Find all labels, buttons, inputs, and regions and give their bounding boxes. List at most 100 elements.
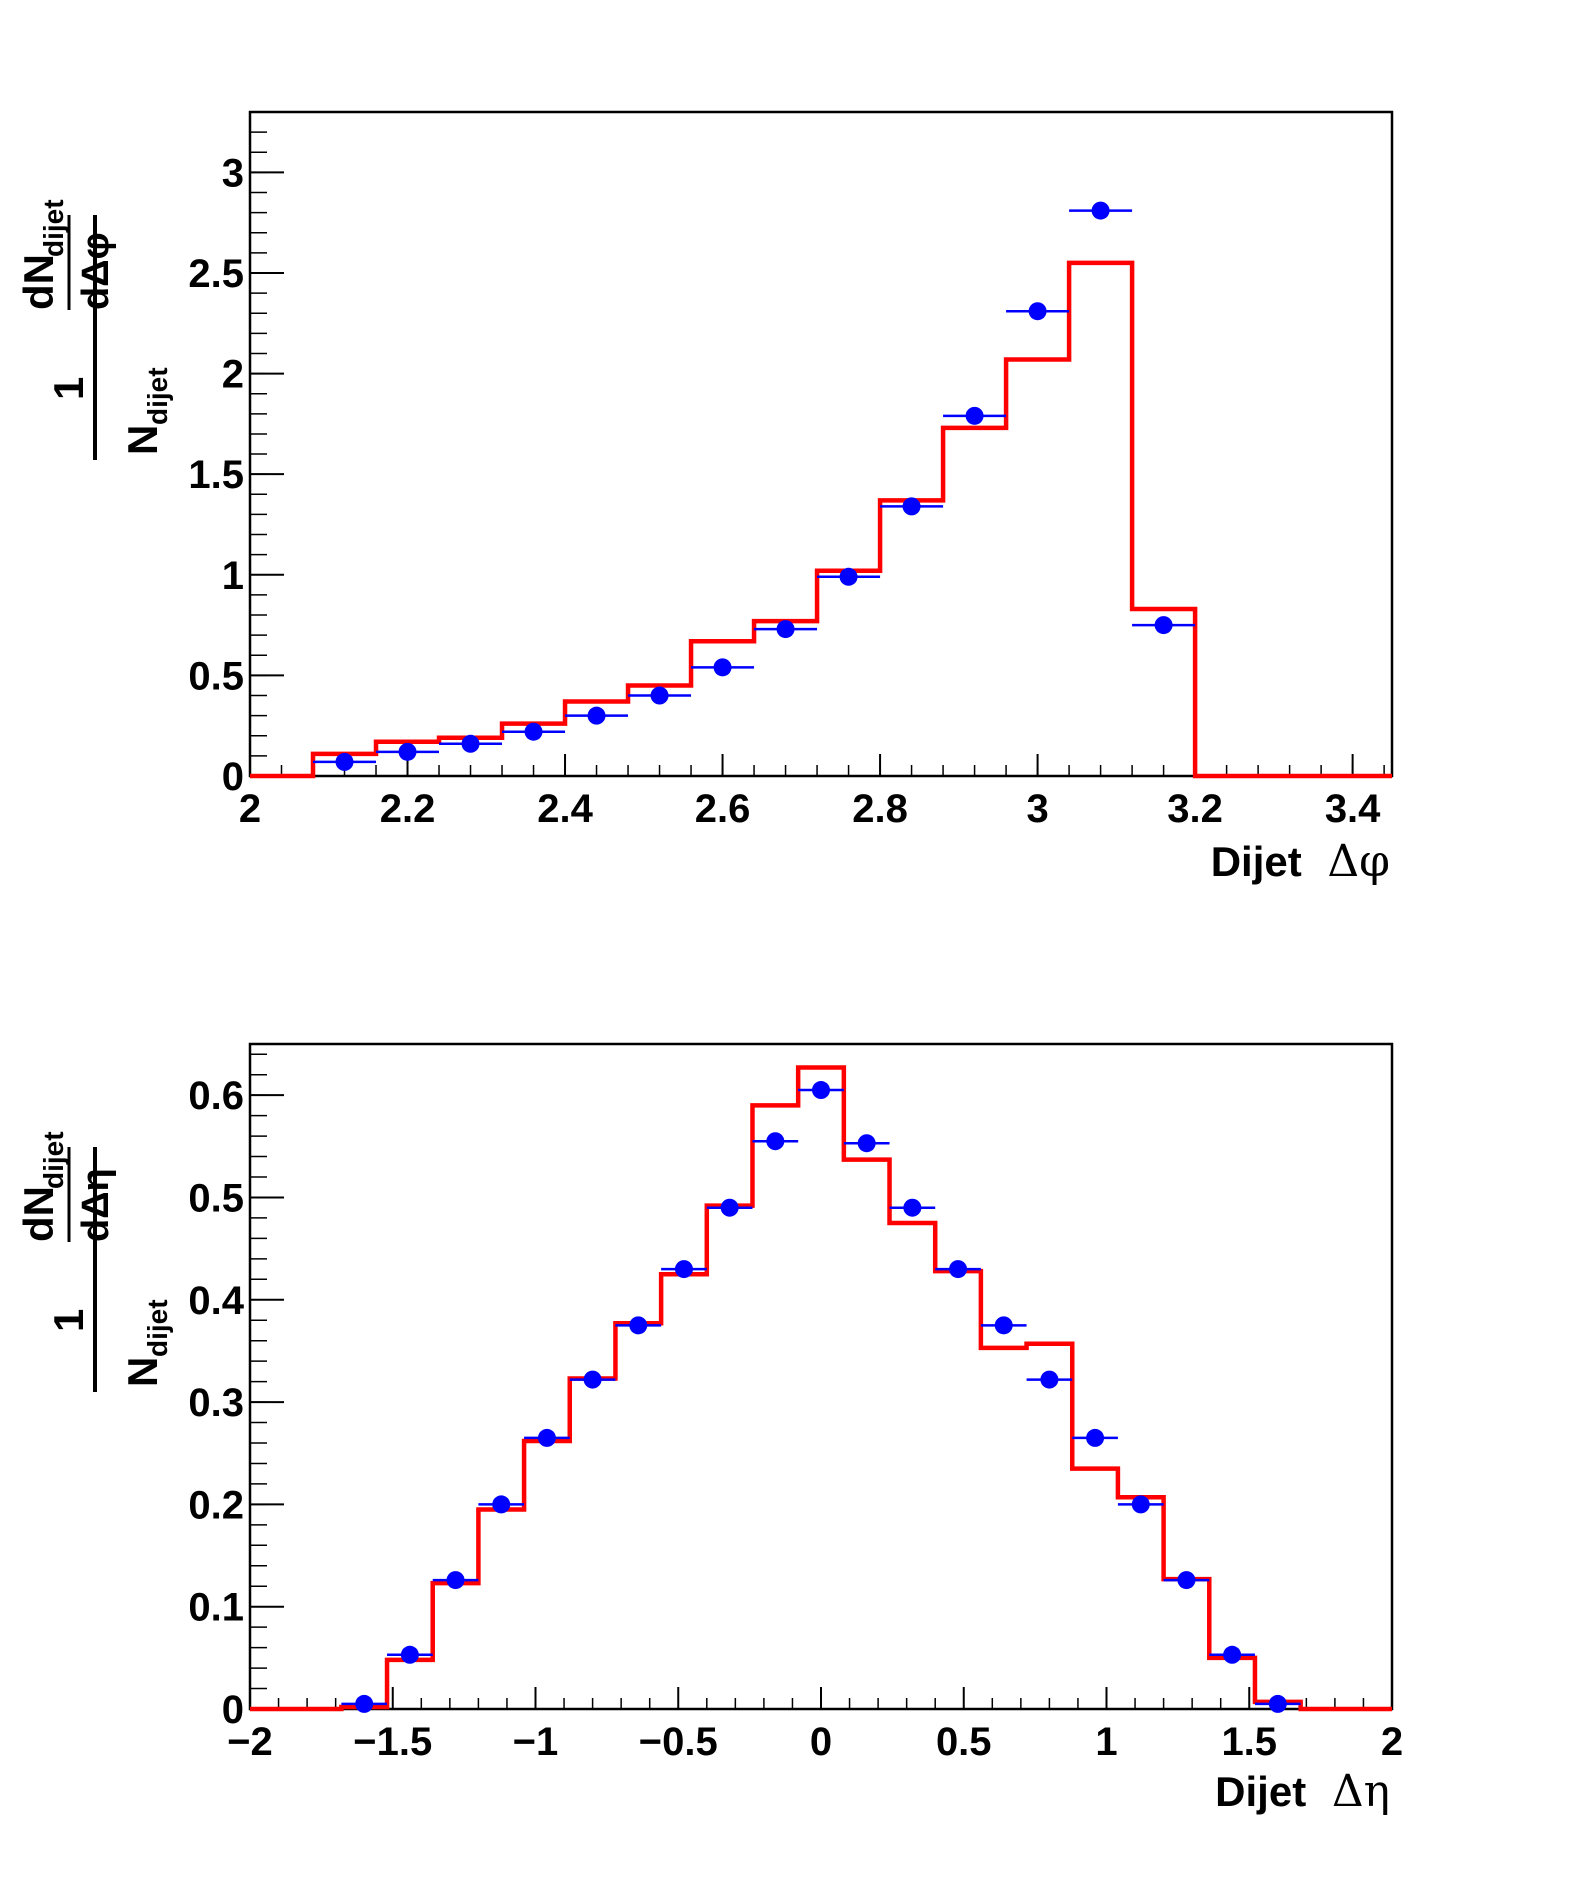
deta-x-tick-label: −2	[227, 1720, 273, 1764]
deta-data-marker	[537, 1428, 556, 1447]
deta-data-point	[1209, 1645, 1255, 1664]
dphi-data-marker	[335, 752, 354, 771]
dphi-x-tick-label: 3.2	[1167, 787, 1223, 831]
dphi-data-marker	[587, 706, 606, 725]
deta-y-tick-label: 0.3	[188, 1381, 244, 1425]
dphi-mc-histogram	[250, 260, 1392, 779]
deta-y-tick-label: 0.1	[188, 1586, 244, 1630]
deta-x-tick-label: 0	[810, 1720, 832, 1764]
deta-data-point	[843, 1134, 890, 1153]
deta-data-marker	[629, 1316, 648, 1335]
deta-ylabel-denom-sub: dijet	[142, 1299, 173, 1357]
deta-data-marker	[1223, 1645, 1242, 1664]
dphi-data-marker	[839, 567, 858, 586]
deta-data-marker	[674, 1260, 693, 1279]
deta-ylabel-numer-sub: dijet	[38, 1131, 69, 1189]
dphi-ylabel-numer-sub: dijet	[38, 199, 69, 257]
dphi-data-point	[1069, 201, 1133, 220]
dphi-ylabel-denom-sub: dijet	[142, 367, 173, 425]
dphi-y-tick-label: 2	[222, 353, 244, 397]
deta-data-points	[341, 1081, 1301, 1713]
deta-data-marker	[994, 1316, 1013, 1335]
deta-x-tick-label: −0.5	[639, 1720, 718, 1764]
deta-data-marker	[857, 1134, 876, 1153]
deta-y-tick-label: 0.5	[188, 1176, 244, 1220]
deta-ylabel-numer-dn: dN	[15, 1186, 62, 1242]
deta-data-marker	[949, 1260, 968, 1279]
dphi-mc-step-line	[250, 260, 1392, 779]
deta-x-tick-label: 2	[1381, 1720, 1403, 1764]
dphi-ylabel-numer-one: 1	[45, 377, 92, 400]
dphi-y-tick-label: 0.5	[188, 654, 244, 698]
deta-data-point	[387, 1645, 433, 1664]
dphi-x-axis-title-prefix: Dijet	[1211, 838, 1302, 885]
dphi-data-marker	[713, 658, 732, 677]
deta-data-point	[935, 1260, 981, 1279]
deta-data-marker	[1268, 1694, 1287, 1713]
deta-plot-frame	[248, 1042, 1394, 1711]
dphi-y-tick-label: 0	[222, 755, 244, 799]
dphi-x-tick-label: 2.4	[537, 787, 593, 831]
dphi-x-tick-label: 2	[239, 787, 261, 831]
deta-data-marker	[446, 1571, 465, 1590]
dphi-ylabel-numer-dn: dN	[15, 254, 62, 310]
deta-data-point	[980, 1316, 1027, 1335]
dphi-data-marker	[1028, 302, 1047, 321]
deta-x-axis-title-prefix: Dijet	[1215, 1768, 1306, 1815]
deta-data-point	[1254, 1694, 1301, 1713]
deta-data-point	[798, 1081, 844, 1100]
deta-x-tick-label: 0.5	[936, 1720, 992, 1764]
deta-data-marker	[400, 1645, 419, 1664]
dphi-data-point	[691, 658, 755, 677]
dphi-y-axis-title: N dijet 1 dN dijet dΔφ	[15, 199, 173, 460]
deta-data-point	[1072, 1428, 1118, 1447]
deta-x-axis-title: Dijet Δη	[1215, 1766, 1390, 1817]
deta-y-tick-label: 0.4	[188, 1279, 244, 1323]
deta-data-marker	[1040, 1370, 1059, 1389]
dphi-data-point	[628, 686, 692, 705]
deta-panel: −2 −1.5 −1 −0.5 0 0.5 1 1.5 2 0 0.1 0.2 0.3 0.4 0.5 0.…	[15, 1042, 1403, 1817]
deta-mc-step-line	[250, 1065, 1392, 1712]
deta-data-marker	[583, 1370, 602, 1389]
deta-data-point	[889, 1198, 936, 1217]
deta-x-tick-label: 1.5	[1221, 1720, 1277, 1764]
dphi-data-point	[817, 567, 881, 586]
dphi-data-point	[880, 497, 944, 516]
deta-data-point	[615, 1316, 662, 1335]
deta-data-marker	[492, 1495, 511, 1514]
deta-mc-histogram	[250, 1065, 1392, 1712]
deta-data-point	[661, 1260, 707, 1279]
dphi-data-marker	[1091, 201, 1110, 220]
dphi-plot-frame	[248, 110, 1394, 778]
deta-ylabel-denom-n: N	[119, 1357, 166, 1387]
dphi-data-marker	[776, 620, 795, 639]
dphi-data-marker	[524, 722, 543, 741]
deta-data-point	[1026, 1370, 1073, 1389]
deta-y-tick-label: 0.6	[188, 1074, 244, 1118]
dphi-data-point	[1006, 302, 1070, 321]
dphi-data-point	[439, 734, 503, 753]
deta-x-axis-title-symbol: Δη	[1332, 1766, 1390, 1817]
deta-tick-marks	[249, 1053, 1393, 1710]
dphi-y-tick-labels: 0 0.5 1 1.5 2 2.5 3	[188, 151, 244, 799]
deta-y-tick-label: 0	[222, 1688, 244, 1732]
deta-x-tick-label: −1	[513, 1720, 559, 1764]
dphi-data-point	[943, 406, 1007, 425]
dphi-x-axis-title-symbol: Δφ	[1327, 836, 1390, 887]
deta-x-tick-labels: −2 −1.5 −1 −0.5 0 0.5 1 1.5 2	[227, 1720, 1403, 1764]
deta-data-point	[1163, 1571, 1210, 1590]
dphi-x-tick-label: 2.6	[695, 787, 751, 831]
dphi-data-point	[313, 752, 377, 771]
dphi-data-point	[1132, 616, 1196, 635]
dphi-x-tick-label: 2.8	[852, 787, 908, 831]
dphi-data-marker	[650, 686, 669, 705]
dphi-data-point	[502, 722, 566, 741]
dphi-ylabel-denom-n: N	[119, 425, 166, 455]
dphi-x-axis-title: Dijet Δφ	[1211, 836, 1390, 887]
deta-data-point	[478, 1495, 525, 1514]
dphi-data-marker	[461, 734, 480, 753]
dphi-data-point	[565, 706, 629, 725]
deta-data-marker	[903, 1198, 922, 1217]
dphi-y-tick-label: 3	[222, 151, 244, 195]
dphi-data-marker	[965, 406, 984, 425]
